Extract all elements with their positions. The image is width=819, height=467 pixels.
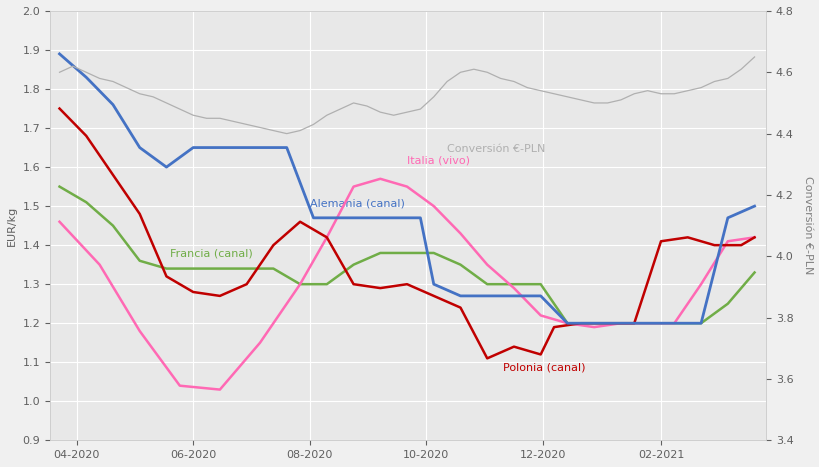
Text: Polonia (canal): Polonia (canal) [502,362,584,372]
Y-axis label: EUR/kg: EUR/kg [7,205,17,246]
Text: Italia (vivo): Italia (vivo) [406,155,469,165]
Y-axis label: Conversión €-PLN: Conversión €-PLN [802,177,812,275]
Text: Alemania (canal): Alemania (canal) [310,198,404,208]
Text: Conversión €-PLN: Conversión €-PLN [446,144,545,154]
Text: Francia (canal): Francia (canal) [170,249,253,259]
